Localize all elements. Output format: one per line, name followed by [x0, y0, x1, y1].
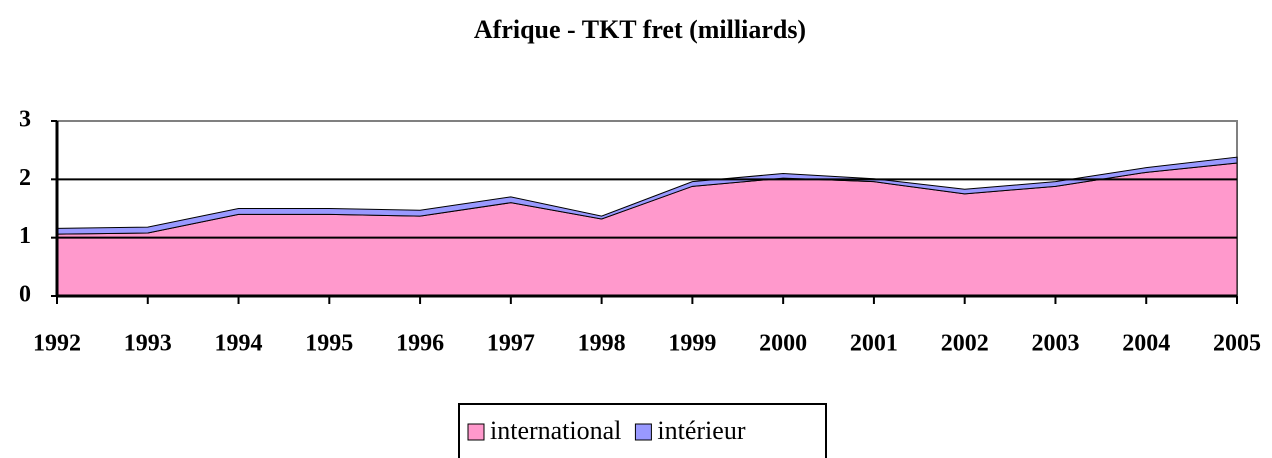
- x-tick-label: 1998: [578, 331, 626, 357]
- legend-swatch: [467, 423, 485, 441]
- legend-swatch: [634, 423, 652, 441]
- x-tick-label: 2000: [759, 331, 807, 357]
- y-tick-label: 0: [19, 282, 31, 308]
- y-tick-label: 1: [19, 223, 31, 249]
- x-tick-label: 1999: [668, 331, 716, 357]
- legend-label: international: [490, 416, 621, 445]
- x-tick-label: 1997: [487, 331, 535, 357]
- x-tick-label: 1994: [215, 331, 263, 357]
- x-tick-label: 2005: [1213, 331, 1261, 357]
- x-tick-label: 2001: [850, 331, 898, 357]
- x-tick-label: 2004: [1122, 331, 1170, 357]
- x-tick-label: 1995: [305, 331, 353, 357]
- legend-label: intérieur: [657, 416, 745, 445]
- x-tick-label: 2002: [941, 331, 989, 357]
- area: [56, 156, 1238, 235]
- y-tick-label: 2: [19, 165, 31, 191]
- legend: international intérieur: [458, 403, 827, 458]
- x-tick-label: 2003: [1031, 331, 1079, 357]
- chart-title: Afrique - TKT fret (milliards): [474, 15, 806, 44]
- x-tick-label: 1992: [33, 331, 81, 357]
- x-tick-label: 1993: [124, 331, 172, 357]
- x-tick-label: 1996: [396, 331, 444, 357]
- y-tick-label: 3: [19, 107, 31, 133]
